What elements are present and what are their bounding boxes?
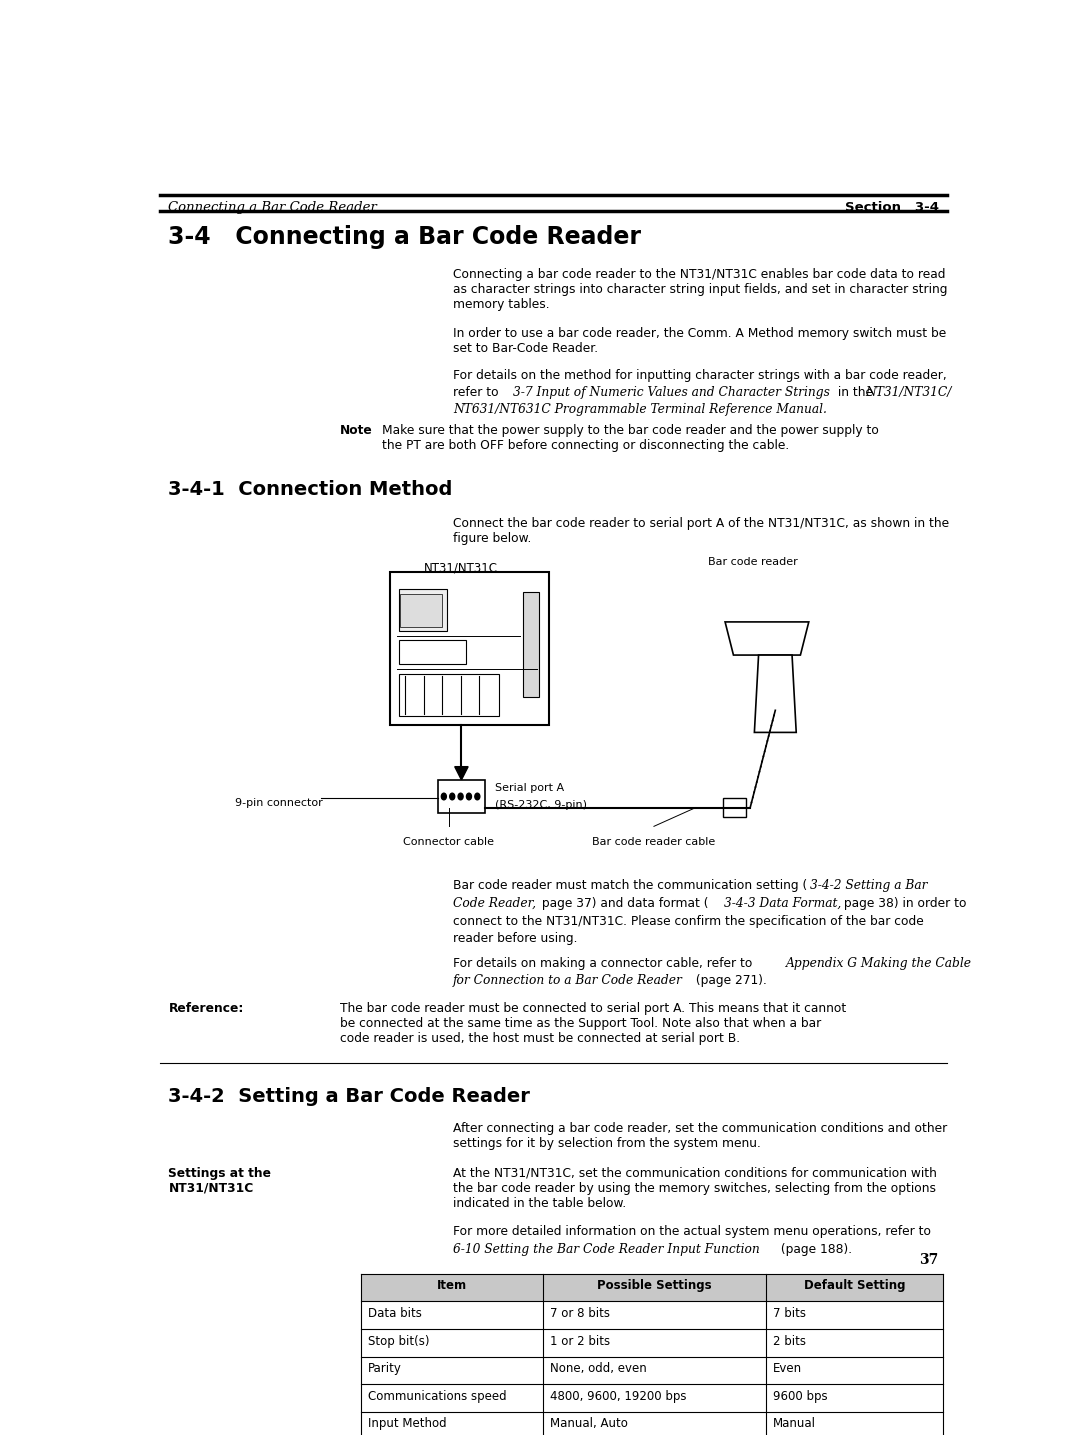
Text: 7 or 8 bits: 7 or 8 bits	[550, 1307, 610, 1320]
Text: Even: Even	[773, 1362, 802, 1375]
Text: The bar code reader must be connected to serial port A. This means that it canno: The bar code reader must be connected to…	[340, 1002, 847, 1045]
Text: page 37) and data format (: page 37) and data format (	[539, 897, 708, 910]
Text: 4800, 9600, 19200 bps: 4800, 9600, 19200 bps	[550, 1391, 687, 1403]
Text: Make sure that the power supply to the bar code reader and the power supply to
t: Make sure that the power supply to the b…	[382, 425, 879, 452]
Text: Data bits: Data bits	[367, 1307, 421, 1320]
Text: NT31/NT31C: NT31/NT31C	[423, 561, 498, 574]
Text: Parity: Parity	[367, 1362, 402, 1375]
Bar	[523, 593, 539, 697]
Text: (page 188).: (page 188).	[777, 1243, 852, 1256]
Text: Bar code reader must match the communication setting (: Bar code reader must match the communica…	[454, 880, 808, 893]
Text: 6-10 Setting the Bar Code Reader Input Function: 6-10 Setting the Bar Code Reader Input F…	[454, 1243, 760, 1256]
Text: For more detailed information on the actual system menu operations, refer to: For more detailed information on the act…	[454, 1225, 931, 1238]
Text: For details on making a connector cable, refer to: For details on making a connector cable,…	[454, 957, 756, 970]
Text: Note: Note	[340, 425, 373, 438]
Circle shape	[467, 794, 472, 799]
Circle shape	[449, 794, 455, 799]
Text: 2 bits: 2 bits	[773, 1335, 806, 1347]
Text: (page 271).: (page 271).	[691, 974, 767, 987]
Text: 3-4-3 Data Format,: 3-4-3 Data Format,	[725, 897, 841, 910]
Text: 9-pin connector: 9-pin connector	[235, 798, 323, 808]
Text: Connect the bar code reader to serial port A of the NT31/NT31C, as shown in the
: Connect the bar code reader to serial po…	[454, 517, 949, 545]
Text: refer to: refer to	[454, 386, 502, 399]
Bar	[399, 640, 465, 664]
Text: Communications speed: Communications speed	[367, 1391, 507, 1403]
Text: Settings at the
NT31/NT31C: Settings at the NT31/NT31C	[168, 1167, 271, 1195]
Text: NT31/NT31C/: NT31/NT31C/	[865, 386, 951, 399]
Text: (RS-232C, 9-pin): (RS-232C, 9-pin)	[495, 799, 586, 809]
Text: In order to use a bar code reader, the Comm. A Method memory switch must be
set : In order to use a bar code reader, the C…	[454, 327, 946, 354]
Text: None, odd, even: None, odd, even	[550, 1362, 647, 1375]
Text: Appendix G Making the Cable: Appendix G Making the Cable	[786, 957, 972, 970]
Text: Item: Item	[437, 1280, 468, 1293]
Circle shape	[458, 794, 463, 799]
Text: Input Method: Input Method	[367, 1418, 446, 1431]
Polygon shape	[725, 621, 809, 654]
Bar	[401, 594, 442, 627]
Text: 9600 bps: 9600 bps	[773, 1391, 827, 1403]
Text: Manual, Auto: Manual, Auto	[550, 1418, 629, 1431]
Text: After connecting a bar code reader, set the communication conditions and other
s: After connecting a bar code reader, set …	[454, 1122, 947, 1151]
Text: for Connection to a Bar Code Reader: for Connection to a Bar Code Reader	[454, 974, 683, 987]
Text: Connecting a Bar Code Reader: Connecting a Bar Code Reader	[168, 201, 377, 214]
Polygon shape	[754, 654, 796, 732]
Text: Connector cable: Connector cable	[403, 838, 495, 848]
Text: Bar code reader cable: Bar code reader cable	[592, 838, 716, 848]
Bar	[399, 588, 447, 631]
Text: 37: 37	[919, 1253, 939, 1267]
Text: Section   3-4: Section 3-4	[845, 201, 939, 214]
Text: 1 or 2 bits: 1 or 2 bits	[550, 1335, 610, 1347]
Text: Bar code reader: Bar code reader	[708, 557, 798, 567]
Bar	[438, 781, 485, 814]
Text: connect to the NT31/NT31C. Please confirm the specification of the bar code: connect to the NT31/NT31C. Please confir…	[454, 914, 923, 927]
Polygon shape	[455, 766, 468, 781]
Text: page 38) in order to: page 38) in order to	[840, 897, 967, 910]
Text: For details on the method for inputting character strings with a bar code reader: For details on the method for inputting …	[454, 369, 947, 382]
Bar	[399, 674, 499, 716]
Text: 7 bits: 7 bits	[773, 1307, 806, 1320]
Text: in the: in the	[834, 386, 877, 399]
Text: Code Reader,: Code Reader,	[454, 897, 536, 910]
Text: 3-7 Input of Numeric Values and Character Strings: 3-7 Input of Numeric Values and Characte…	[513, 386, 831, 399]
Circle shape	[475, 794, 480, 799]
Text: Connecting a bar code reader to the NT31/NT31C enables bar code data to read
as : Connecting a bar code reader to the NT31…	[454, 268, 947, 311]
Text: reader before using.: reader before using.	[454, 933, 578, 946]
Text: NT631/NT631C Programmable Terminal Reference Manual.: NT631/NT631C Programmable Terminal Refer…	[454, 403, 827, 416]
Text: At the NT31/NT31C, set the communication conditions for communication with
the b: At the NT31/NT31C, set the communication…	[454, 1167, 937, 1210]
Text: 3-4-2 Setting a Bar: 3-4-2 Setting a Bar	[810, 880, 928, 893]
Text: Manual: Manual	[773, 1418, 815, 1431]
Text: 3-4-1  Connection Method: 3-4-1 Connection Method	[168, 481, 453, 499]
Text: Default Setting: Default Setting	[804, 1280, 905, 1293]
Circle shape	[442, 794, 446, 799]
Text: 3-4   Connecting a Bar Code Reader: 3-4 Connecting a Bar Code Reader	[168, 225, 642, 250]
Text: Reference:: Reference:	[168, 1002, 244, 1015]
Text: Serial port A: Serial port A	[495, 784, 564, 794]
Bar	[361, 1274, 943, 1302]
Text: Possible Settings: Possible Settings	[597, 1280, 712, 1293]
Text: Stop bit(s): Stop bit(s)	[367, 1335, 429, 1347]
Text: 3-4-2  Setting a Bar Code Reader: 3-4-2 Setting a Bar Code Reader	[168, 1088, 530, 1106]
Bar	[390, 573, 550, 725]
Bar	[723, 798, 746, 818]
